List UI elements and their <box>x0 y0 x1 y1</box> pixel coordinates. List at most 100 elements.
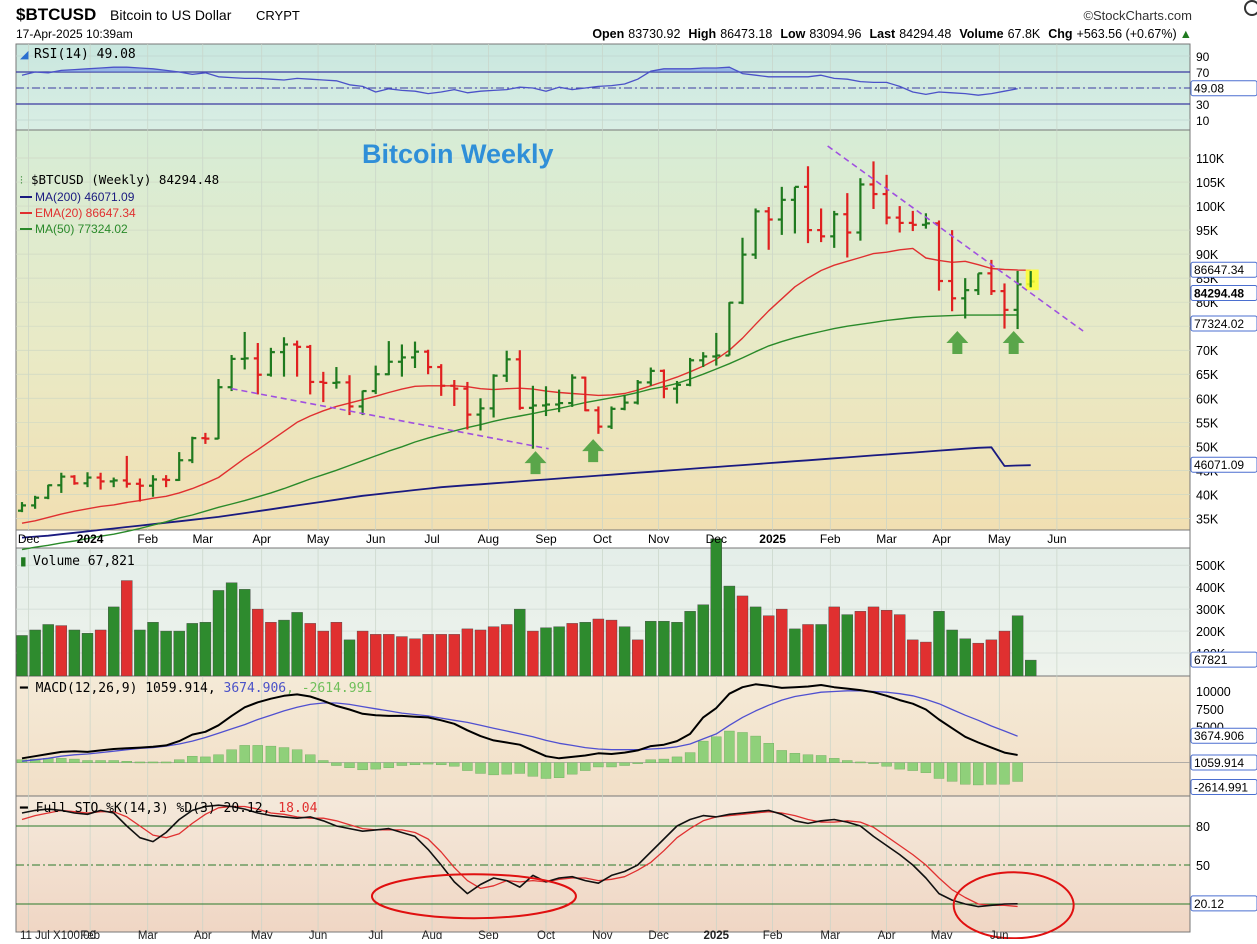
macd-hist-bar <box>396 762 408 766</box>
ohlc-bar <box>712 332 721 366</box>
ohlc-bar <box>44 484 53 500</box>
price-legend: ⫶ $BTCUSD (Weekly) 84294.48 MA(200) 4607… <box>20 172 219 236</box>
rsi-value-tag: 49.08 <box>1194 82 1224 96</box>
ohlc-bar <box>607 406 616 430</box>
macd-hist-bar <box>82 760 93 763</box>
volume-bar <box>212 590 225 677</box>
macd-hist-bar <box>370 762 381 770</box>
ohlc-bar <box>162 475 171 488</box>
macd-hist-bar <box>422 762 434 765</box>
volume-bar <box>107 606 120 677</box>
volume-bar <box>1011 615 1024 677</box>
month-label: Jul <box>424 532 439 546</box>
macd-line-icon: ━ <box>19 681 28 696</box>
volume-bar <box>828 606 840 677</box>
rsi-line <box>21 66 1018 96</box>
volume-bar <box>697 604 709 677</box>
high-value: 86473.18 <box>720 27 772 41</box>
macd-hist-bar <box>95 760 106 763</box>
macd-hist-bar <box>920 762 932 773</box>
price-tick-label: 65K <box>1196 368 1219 382</box>
volume-bar <box>501 624 513 677</box>
price-tick-label: 50K <box>1196 440 1219 454</box>
macd-hist-bar <box>475 762 486 774</box>
up-arrow-icon <box>946 331 969 355</box>
volume-bar <box>907 639 919 677</box>
month-label: Oct <box>593 532 612 546</box>
last-value: 84294.48 <box>899 27 951 41</box>
volume-bar <box>723 585 736 677</box>
ohlc-bar <box>948 230 957 312</box>
ema20-value-tag-box <box>1190 261 1257 278</box>
month-label: Aug <box>478 532 499 546</box>
macd-hist-bar <box>291 749 303 763</box>
macd-hist-bar <box>200 756 211 763</box>
macd-hist-bar <box>553 762 565 778</box>
volume-bar <box>658 620 670 677</box>
ohlc-bar <box>961 278 970 319</box>
ohlc-bar <box>306 344 315 395</box>
ohlc-bar <box>699 352 708 368</box>
rsi-label-text: RSI(14) 49.08 <box>34 47 136 62</box>
volume-bar <box>684 611 696 677</box>
macd-hist-bar <box>632 762 643 764</box>
volume-bar <box>330 622 343 677</box>
volume-bar <box>566 623 578 677</box>
volume-bar <box>749 606 762 677</box>
month-label: May <box>988 532 1011 546</box>
volume-bar <box>487 626 500 677</box>
ohlc-bar <box>188 436 197 464</box>
volume-bar <box>265 622 277 677</box>
ma50-value-tag: 77324.02 <box>1194 317 1244 331</box>
macd-hist-bar <box>999 762 1010 785</box>
month-label: Apr <box>932 532 951 546</box>
macd-hist-bar <box>593 762 604 768</box>
volume-bar <box>605 619 618 677</box>
volume-bar <box>527 630 539 677</box>
exchange: CRYPT <box>256 8 300 23</box>
macd-hist-bar <box>606 762 617 768</box>
ohlc-summary: Open 83730.92 High 86473.18 Low 83094.96 Last 8… <box>592 27 1192 41</box>
macd-hist-bar <box>671 756 683 763</box>
macd-hist-bar <box>69 758 80 763</box>
price-tick-label: 90K <box>1196 248 1219 262</box>
legend-ma50: MA(50) 77324.02 <box>35 222 128 236</box>
ohlc-bar <box>280 337 288 377</box>
macd-hist-value: , -2614.991 <box>286 681 372 696</box>
volume-bar <box>867 606 880 677</box>
volume-tick-label: 400K <box>1196 581 1226 595</box>
rsi-panel <box>15 43 1191 131</box>
price-tick-label: 40K <box>1196 488 1219 502</box>
ohlc-bar <box>581 376 590 412</box>
macd-hist-bar <box>527 762 539 777</box>
volume-bar <box>435 634 447 677</box>
bottom-month-label: Jul <box>368 930 383 939</box>
macd-hist-bar <box>567 762 578 775</box>
macd-value-tag: 1059.914 <box>1194 756 1244 770</box>
ohlc-bar <box>987 259 996 295</box>
close-icon[interactable] <box>1244 0 1257 16</box>
volume-bar <box>618 626 631 677</box>
macd-hist-bar <box>160 761 172 764</box>
volume-value-tag-box <box>1190 651 1257 668</box>
support-trendline <box>231 387 549 450</box>
bar-chart-icon: ▮ <box>20 554 27 568</box>
macd-tick-label: 7500 <box>1196 703 1224 717</box>
ohlc-bar <box>319 371 328 403</box>
symbol: $BTCUSD <box>16 5 96 24</box>
bottom-month-label: Nov <box>592 930 613 939</box>
month-label: Jun <box>366 532 385 546</box>
macd-hist-bar <box>383 762 394 768</box>
ohlc-bar <box>751 208 760 259</box>
volume-bar <box>894 614 906 677</box>
macd-hist-bar <box>56 758 67 763</box>
sto-value-tag: 20.12 <box>1194 897 1224 911</box>
ohlc-bar <box>646 367 655 386</box>
ohlc-bar <box>659 369 668 399</box>
price-tick-label: 105K <box>1196 176 1226 190</box>
high-label: High <box>688 27 716 41</box>
volume-bar <box>579 622 591 677</box>
symbol-name: Bitcoin to US Dollar <box>110 7 232 23</box>
macd-hist-bar <box>436 762 447 766</box>
